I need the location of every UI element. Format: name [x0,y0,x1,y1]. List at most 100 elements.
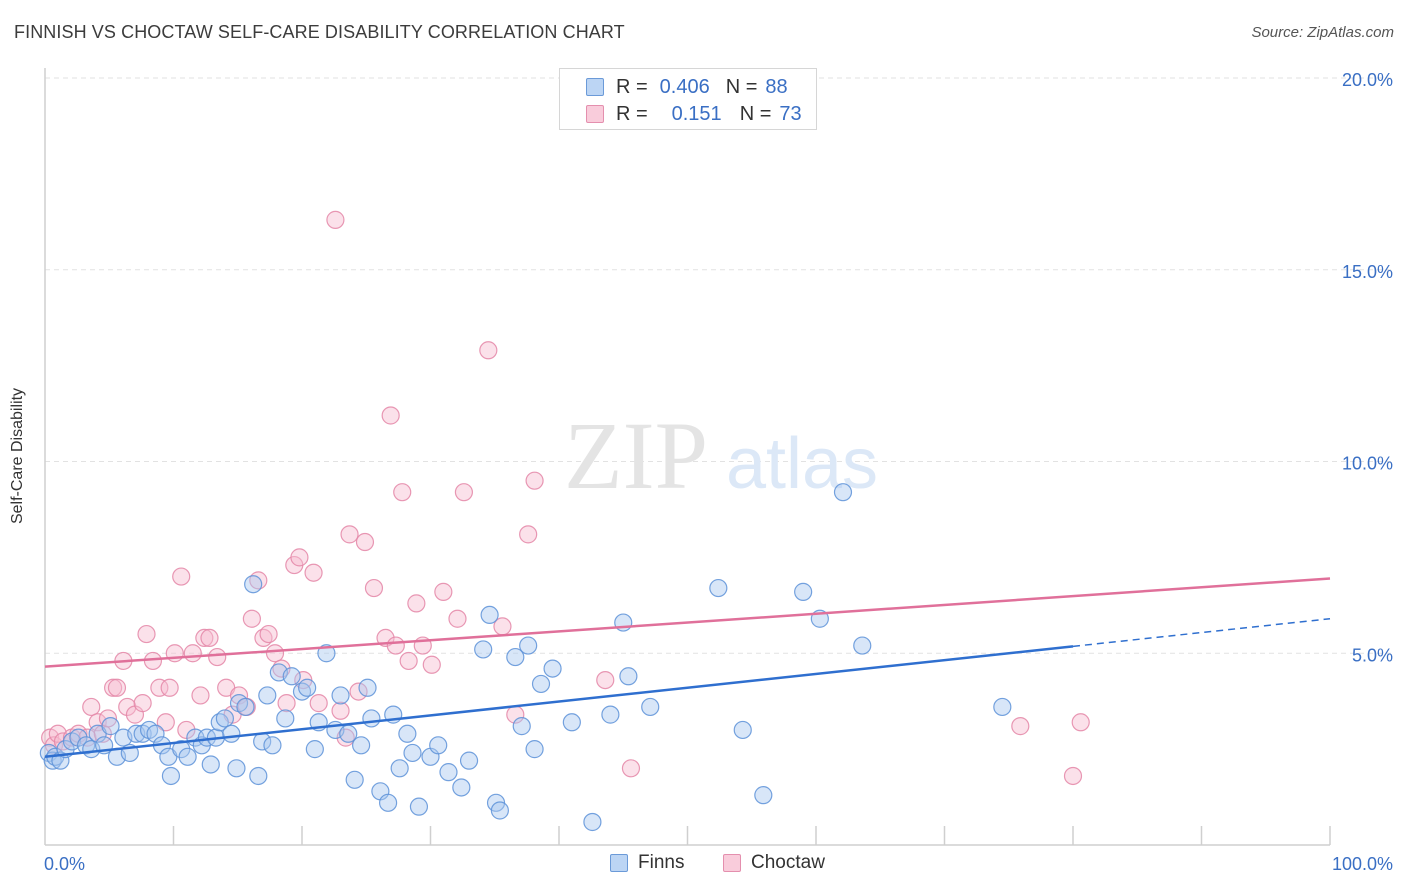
y-tick-label-15: 15.0% [1342,262,1393,282]
finns-point-70 [490,801,509,820]
watermark-zip: ZIP [564,402,708,509]
choctaw-point-26 [191,686,210,705]
axes [44,68,1331,846]
finns-point-60 [403,743,422,763]
choctaw-point-7 [82,697,101,717]
choctaw-point-61 [434,582,453,601]
choctaw-point-67 [519,525,538,544]
choctaw-trend-line [44,577,1331,668]
finns-point-58 [390,759,409,778]
choctaw-point-28 [200,628,219,648]
bottom-legend-finns: Finns [610,852,684,874]
choctaw-point-64 [479,341,498,360]
watermark-atlas: atlas [726,424,878,504]
finns-point-36 [249,766,268,786]
choctaw-point-16 [133,694,152,713]
choctaw-point-70 [621,759,641,778]
bottom-finns-label: Finns [638,852,685,873]
finns-point-53 [358,678,377,697]
finns-point-88 [833,483,853,502]
finns-r-label: R = [616,75,648,98]
choctaw-point-42 [290,548,309,567]
choctaw-point-20 [156,713,175,732]
choctaw-point-46 [326,210,345,229]
finns-point-34 [236,697,255,717]
choctaw-point-57 [399,651,418,671]
choctaw-point-68 [525,471,544,490]
choctaw-point-40 [277,694,296,713]
finns-point-38 [258,686,277,705]
finns-point-76 [543,659,562,678]
finns-point-51 [345,770,364,789]
choctaw-point-62 [448,609,467,628]
finns-point-21 [161,766,181,786]
y-tick-label-10: 10.0% [1342,454,1393,474]
finns-point-82 [641,697,660,717]
choctaw-point-52 [364,578,384,598]
choctaw-point-11 [104,678,123,697]
finns-point-77 [562,713,581,732]
finns-point-35 [244,575,263,594]
choctaw-r-value: 0.151 [671,102,722,125]
choctaw-swatch [586,105,604,123]
choctaw-point-49 [340,525,359,544]
y-tick-label-5: 5.0% [1352,645,1393,665]
finns-point-44 [298,678,317,697]
choctaw-n-value: 73 [779,102,802,125]
choctaw-point-19 [150,678,169,697]
choctaw-point-37 [259,624,278,644]
finns-point-56 [378,793,398,812]
finns-point-71 [506,647,525,667]
finns-point-27 [201,755,220,774]
x-tick-label-max: 100.0% [1332,854,1393,874]
legend-row-choctaw: R = 0.151 N = 73 [586,101,802,127]
choctaw-point-21 [160,678,179,697]
finns-point-31 [222,724,241,743]
finns-point-61 [409,797,429,816]
source-note: Source: ZipAtlas.com [1251,24,1394,41]
choctaw-point-25 [183,644,202,663]
bottom-choctaw-swatch [723,854,741,872]
finns-point-85 [754,786,773,805]
choctaw-points [41,210,1090,786]
finns-point-30 [215,709,234,728]
bottom-legend-choctaw: Choctaw [723,852,825,874]
choctaw-point-58 [407,594,426,613]
finns-n-value: 88 [765,75,788,98]
choctaw-n-label: N = [739,102,772,125]
finns-r-value: 0.406 [659,75,710,98]
choctaw-point-73 [1071,713,1090,732]
choctaw-point-63 [454,483,474,502]
chart-title: FINNISH VS CHOCTAW SELF-CARE DISABILITY … [14,22,625,42]
choctaw-point-44 [304,563,323,582]
x-tick-label-min: 0.0% [44,854,85,874]
choctaw-point-47 [331,701,350,720]
trend-lines [44,577,1331,759]
choctaw-point-55 [386,636,405,655]
finns-trend-line [44,645,1074,759]
stats-legend: R = 0.406 N = 88 R = 0.151 N = 73 [559,68,817,130]
finns-n-label: N = [725,75,758,98]
finns-point-86 [794,582,813,601]
gridlines [45,77,1393,654]
finns-point-23 [178,747,197,766]
finns-point-64 [439,763,458,782]
finns-point-89 [853,636,872,655]
finns-point-52 [352,736,371,755]
finns-point-47 [317,644,336,663]
finns-point-32 [227,759,246,778]
bottom-choctaw-label: Choctaw [751,852,825,873]
finns-point-11 [101,717,120,736]
choctaw-point-23 [172,567,191,586]
finns-trend-extension [1072,617,1331,648]
finns-point-67 [474,640,493,659]
choctaw-point-72 [1063,766,1083,786]
choctaw-r-label: R = [616,102,648,125]
finns-point-65 [452,778,471,797]
finns-point-78 [583,812,602,832]
choctaw-point-29 [208,647,227,667]
choctaw-point-27 [195,628,214,648]
finns-point-83 [709,578,728,598]
finns-point-54 [362,709,381,728]
